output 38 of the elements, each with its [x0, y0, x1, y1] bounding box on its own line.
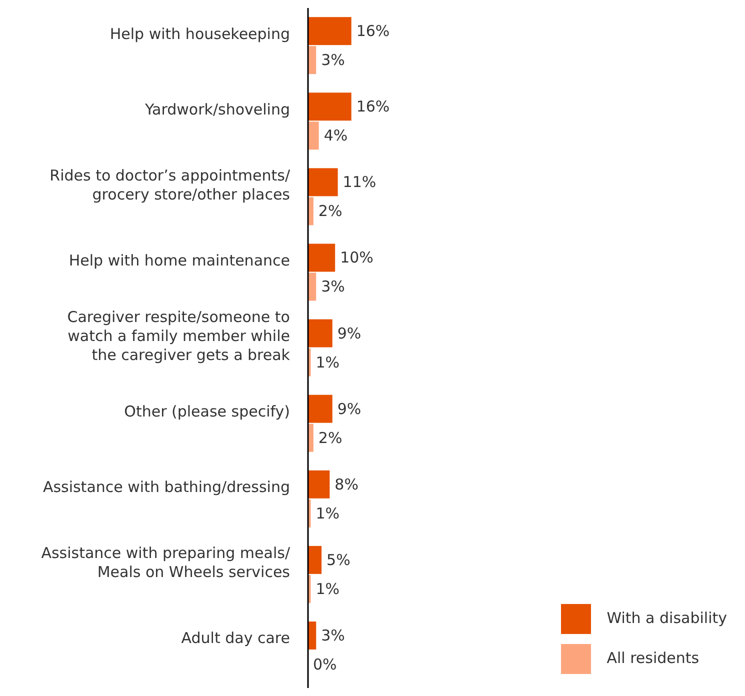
data-label: 5% — [326, 550, 350, 569]
data-label: 0% — [313, 656, 337, 674]
data-label: 11% — [342, 173, 376, 192]
data-label: 16% — [356, 98, 390, 116]
data-label: 9% — [337, 324, 362, 342]
bar — [308, 122, 319, 150]
bar — [308, 319, 332, 348]
data-label: 4% — [324, 126, 348, 145]
y-tick-label: Adult day care — [181, 629, 290, 648]
data-label: 3% — [321, 51, 345, 70]
bar — [308, 394, 332, 423]
data-label: 16% — [356, 22, 390, 40]
y-tick-label: Rides to doctor’s appointments/ grocery store/other places — [50, 166, 291, 204]
data-label: 2% — [318, 202, 342, 220]
y-tick-label: Help with housekeeping — [110, 24, 290, 43]
y-tick-label: Yardwork/shoveling — [144, 100, 290, 118]
data-label: 1% — [316, 504, 340, 522]
data-label: 2% — [318, 428, 342, 447]
data-label: 1% — [316, 580, 340, 598]
bar — [308, 92, 352, 121]
y-tick-label: Caregiver respite/someone to watch a family member while the caregiver gets a break — [67, 308, 290, 364]
y-tick-label: Assistance with bathing/dressing — [42, 478, 290, 496]
data-label: 3% — [321, 278, 345, 296]
y-tick-label: Help with home maintenance — [68, 251, 290, 270]
data-label: 10% — [340, 248, 374, 267]
data-label: 1% — [316, 353, 340, 372]
data-label: 3% — [321, 626, 345, 645]
legend-label: With a disability — [606, 609, 727, 627]
legend-label: All residents — [606, 649, 700, 667]
bar — [308, 244, 336, 272]
bar — [308, 546, 322, 574]
data-label: 9% — [337, 400, 362, 418]
y-tick-label: Assistance with preparing meals/ Meals on Wheels services — [41, 544, 291, 582]
data-label: 8% — [334, 475, 358, 494]
bar — [308, 470, 330, 498]
y-tick-label: Other (please specify) — [124, 402, 290, 421]
bar — [308, 168, 338, 196]
bar — [308, 17, 352, 46]
